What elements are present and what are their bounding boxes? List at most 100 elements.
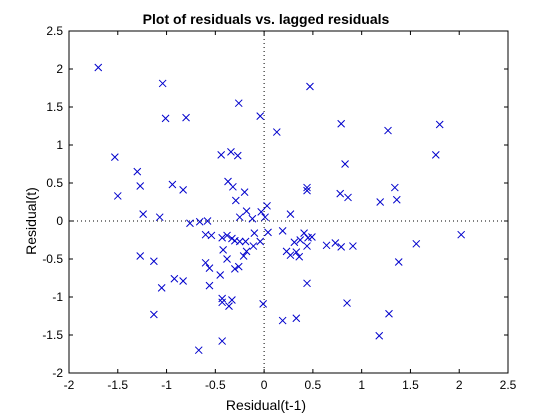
data-point [292,248,301,257]
data-point [179,277,187,285]
reference-lines [69,31,508,373]
data-point [331,239,340,247]
data-point [234,99,243,108]
x-tick-label: 0 [261,378,268,392]
data-point [218,294,227,303]
data-point [435,120,444,129]
data-point [242,207,251,215]
x-tick-label: 1 [358,378,365,392]
data-point [217,151,226,159]
data-point [306,82,314,91]
data-point [155,213,164,222]
data-point [249,242,258,250]
data-point [234,262,243,271]
data-point [337,242,346,251]
y-tick-label: 0.5 [46,176,63,190]
chart-title: Plot of residuals vs. lagged residuals [143,11,390,27]
data-point [303,183,311,192]
data-point [341,160,349,168]
y-tick-label: 1.5 [46,100,63,114]
data-point [394,258,403,266]
x-tick-label: -1 [161,378,172,392]
data-point [264,228,272,237]
data-point [278,316,287,325]
data-point [303,186,311,195]
data-point [257,208,266,216]
data-point [278,227,287,235]
x-tick-label: 1.5 [402,378,419,392]
data-point [250,229,259,238]
data-point [133,167,142,176]
data-point [303,242,311,250]
data-point [205,264,214,272]
data-point [272,128,281,136]
y-axis-label: Residual(t) [23,187,39,255]
data-point [136,252,145,260]
data-point [139,210,147,219]
y-tick-label: -1 [52,290,63,304]
x-tick-label: 2 [456,378,463,392]
data-point [296,236,305,244]
data-point [179,185,187,194]
data-point [303,279,311,288]
data-point [242,247,251,256]
data-point [336,189,345,198]
data-point [240,188,249,196]
data-point [235,237,244,246]
data-point [295,252,304,261]
data-points [94,63,466,355]
data-point [186,219,194,228]
data-point [292,314,301,323]
data-point [225,302,233,310]
data-point [195,217,204,226]
x-tick-label: -2 [64,378,75,392]
data-point [170,274,179,283]
data-point [239,252,248,260]
data-point [218,233,227,242]
data-point [385,309,393,318]
plot-area [68,30,509,374]
data-point [384,126,392,135]
data-point [263,201,271,210]
data-point [286,210,295,219]
data-point [161,114,170,123]
data-point [218,337,227,345]
data-point [205,281,214,290]
x-tick-label: 0.5 [305,378,322,392]
data-point [390,183,399,192]
data-point [457,230,466,239]
axis-ticks: -2 -1.5 -1 -0.5 0 0.5 1 1.5 2 2.5 -2 -1.5 -1 -0.5 0 0.5… [42,24,516,392]
data-point [337,119,346,128]
data-point [256,237,265,246]
data-point [259,299,267,308]
y-tick-label: 0 [56,214,63,228]
y-tick-label: 2.5 [46,24,63,38]
data-point [216,271,225,279]
data-point [248,214,257,223]
data-point [219,246,227,254]
data-point [230,265,239,273]
y-tick-label: -2 [52,366,63,380]
data-point [136,182,145,190]
data-point [182,113,190,122]
data-point [94,63,103,72]
data-point [223,255,231,263]
data-point [150,257,158,266]
data-point [349,242,357,250]
data-point [201,258,210,267]
data-point [203,217,212,225]
y-tick-label: -1.5 [42,328,63,342]
data-point [158,79,167,88]
x-tick-label: -0.5 [205,378,226,392]
data-point [261,213,269,222]
data-point [157,284,166,292]
data-point [256,112,265,120]
data-point [290,238,299,247]
data-point [233,151,242,160]
data-point [168,180,177,189]
data-point [194,346,203,355]
data-point [431,151,440,159]
data-point [218,298,227,307]
x-tick-label: -1.5 [107,378,128,392]
